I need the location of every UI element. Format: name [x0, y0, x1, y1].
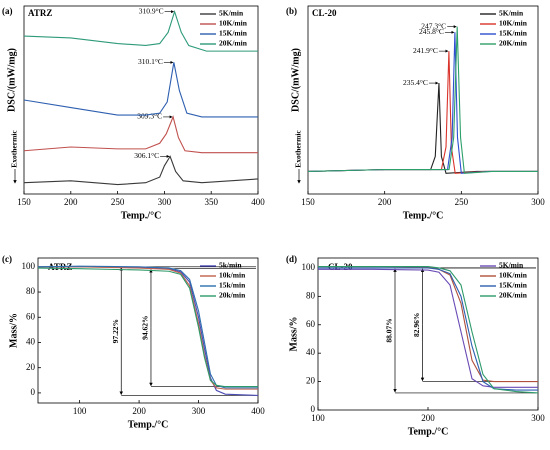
- y-tick-label: 100: [302, 262, 316, 272]
- annotation-text: 94.62%: [141, 315, 150, 339]
- series-line: [307, 83, 538, 174]
- y-axis-label: DSC/(mW/mg): [6, 48, 17, 112]
- y-axis-label: Mass/%: [288, 317, 299, 352]
- legend-label: 5K/min: [499, 9, 524, 18]
- y-tick-label: 100: [22, 261, 36, 271]
- legend-label: 15K/min: [499, 281, 528, 290]
- y-tick-label: 0: [31, 387, 36, 397]
- y-tick-label: 60: [306, 319, 316, 329]
- sample-label: CL-20: [312, 8, 337, 18]
- y-tick-label: 80: [306, 290, 316, 300]
- legend-label: 20K/min: [499, 291, 528, 300]
- x-axis-label: Temp./°C: [403, 210, 444, 221]
- legend-label: 5K/min: [219, 9, 244, 18]
- peak-label: 247.3°C: [421, 21, 446, 30]
- legend-label: 10k/min: [219, 271, 246, 280]
- series-line: [23, 9, 258, 52]
- legend-label: 20K/min: [499, 39, 528, 48]
- y-tick-label: 80: [26, 286, 36, 296]
- panel-label: (d): [286, 254, 297, 264]
- y-tick-label: 40: [26, 337, 36, 347]
- legend-label: 5k/min: [219, 261, 242, 270]
- x-tick-label: 300: [158, 197, 172, 207]
- x-tick-label: 250: [111, 197, 125, 207]
- exo-label: Exothermic: [10, 130, 19, 168]
- legend-label: 15K/min: [219, 29, 248, 38]
- exo-label: Exothermic: [294, 130, 303, 168]
- peak-label: 245.8°C: [419, 27, 444, 36]
- y-axis-label: Mass/%: [8, 313, 19, 348]
- x-tick-label: 150: [301, 197, 315, 207]
- series-line: [318, 265, 539, 394]
- x-tick-label: 400: [251, 406, 265, 416]
- legend-label: 20K/min: [219, 39, 248, 48]
- peak-label: 235.4°C: [403, 78, 428, 87]
- panel-label: (b): [286, 6, 297, 16]
- x-tick-label: 400: [251, 197, 265, 207]
- x-tick-label: 300: [192, 406, 206, 416]
- x-axis-label: Temp./°C: [408, 426, 449, 437]
- peak-label: 306.1°C: [134, 151, 159, 160]
- series-line: [23, 155, 259, 186]
- legend-label: 15k/min: [219, 281, 246, 290]
- peak-label: 310.9°C: [139, 6, 164, 15]
- x-tick-label: 200: [64, 197, 78, 207]
- series-line: [23, 62, 258, 118]
- series-line: [318, 268, 538, 388]
- y-tick-label: 20: [26, 362, 36, 372]
- plot-frame: [307, 5, 539, 195]
- x-tick-label: 200: [378, 197, 392, 207]
- series-line: [307, 51, 538, 174]
- annotation-text: 97.22%: [111, 319, 120, 343]
- legend-label: 15K/min: [499, 29, 528, 38]
- series-line: [307, 26, 538, 174]
- series-line: [23, 115, 258, 154]
- legend-label: 10K/min: [219, 19, 248, 28]
- series-line: [38, 266, 258, 390]
- peak-label: 309.3°C: [137, 112, 162, 121]
- legend-label: 10K/min: [499, 19, 528, 28]
- annotation-text: 82.96%: [412, 313, 421, 337]
- y-tick-label: 0: [311, 404, 316, 414]
- x-tick-label: 100: [73, 406, 87, 416]
- x-axis-label: Temp./°C: [121, 210, 162, 221]
- y-tick-label: 60: [26, 311, 36, 321]
- legend-label: 20k/min: [219, 291, 246, 300]
- peak-label: 310.1°C: [138, 57, 163, 66]
- plot-frame: [37, 257, 259, 404]
- x-tick-label: 200: [132, 406, 146, 416]
- legend-label: 10K/min: [499, 271, 528, 280]
- y-tick-label: 20: [306, 376, 316, 386]
- panel-label: (a): [2, 6, 13, 16]
- panel-label: (c): [2, 254, 12, 264]
- x-tick-label: 150: [17, 197, 31, 207]
- x-tick-label: 100: [311, 413, 325, 423]
- y-axis-label: DSC/(mW/mg): [290, 48, 301, 112]
- x-tick-label: 300: [531, 197, 545, 207]
- peak-label: 241.9°C: [413, 46, 438, 55]
- y-tick-label: 40: [306, 347, 316, 357]
- x-tick-label: 200: [421, 413, 435, 423]
- x-tick-label: 250: [455, 197, 469, 207]
- x-axis-label: Temp./°C: [128, 419, 169, 430]
- annotation-text: 88.07%: [385, 318, 394, 342]
- x-tick-label: 350: [204, 197, 218, 207]
- legend-label: 5K/min: [499, 261, 524, 270]
- sample-label: ATRZ: [28, 8, 52, 18]
- x-tick-label: 300: [531, 413, 545, 423]
- series-line: [37, 267, 258, 388]
